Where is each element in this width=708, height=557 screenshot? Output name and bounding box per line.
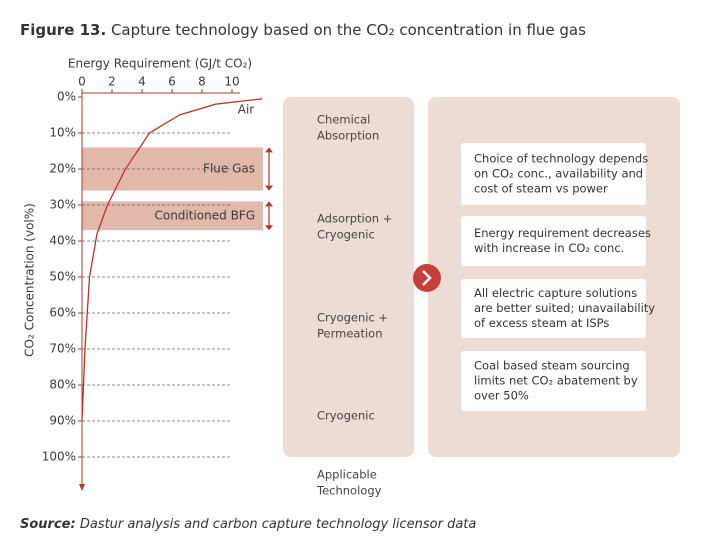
title-text: Capture technology based on the CO₂ conc… — [111, 21, 586, 39]
technology-footer: Technology — [316, 484, 382, 498]
note-text: All electric capture solutions — [474, 286, 637, 300]
arrow-chevron — [422, 270, 432, 286]
y-tick-label: 70% — [49, 342, 76, 356]
y-tick-label: 50% — [49, 270, 76, 284]
note-text: on CO₂ conc., availability and — [474, 167, 643, 181]
note-text: limits net CO₂ abatement by — [474, 374, 638, 388]
y-tick-label: 60% — [49, 306, 76, 320]
source: Source: Dastur analysis and carbon captu… — [20, 517, 476, 532]
note-box — [461, 216, 646, 266]
y-tick-label: 10% — [49, 126, 76, 140]
y-axis-label: CO₂ Concentration (vol%) — [23, 203, 37, 357]
note-text: with increase in CO₂ conc. — [474, 241, 624, 255]
source-text: Dastur analysis and carbon capture techn… — [80, 517, 477, 532]
x-tick-label: 2 — [108, 75, 116, 89]
title-prefix: Figure 13. — [20, 21, 106, 39]
technology: Cryogenic — [317, 228, 375, 242]
x-tick-label: 10 — [224, 75, 239, 89]
x-axis-label: Energy Requirement (GJ/t CO₂) — [68, 57, 252, 71]
annotation: Air — [238, 103, 255, 117]
note-box — [461, 143, 646, 205]
note-box — [461, 279, 646, 338]
note-text: over 50% — [474, 389, 529, 403]
technology: Cryogenic — [317, 409, 375, 423]
technology-footer: Applicable — [317, 468, 377, 482]
note-text: Choice of technology depends — [474, 152, 648, 166]
x-tick-label: 4 — [138, 75, 146, 89]
note-text: Energy requirement decreases — [474, 226, 651, 240]
y-tick-label: 30% — [49, 198, 76, 212]
x-tick-label: 6 — [168, 75, 176, 89]
note-text: of excess steam at ISPs — [474, 316, 609, 330]
x-tick-label: 0 — [78, 75, 86, 89]
technology: Adsorption + — [317, 212, 392, 226]
curve — [81, 98, 263, 422]
y-tick-label: 90% — [49, 414, 76, 428]
x-tick-label: 8 — [198, 75, 206, 89]
y-tick-label: 80% — [49, 378, 76, 392]
technology: Chemical — [317, 113, 370, 127]
y-tick-label: 20% — [49, 162, 76, 176]
y-axis-arrow — [79, 484, 85, 491]
figure-title: Figure 13. Capture technology based on t… — [20, 21, 586, 39]
y-tick-label: 40% — [49, 234, 76, 248]
technology: Permeation — [317, 327, 382, 341]
y-tick-label: 0% — [57, 90, 76, 104]
band-label: Flue Gas — [203, 162, 255, 176]
source-prefix: Source: — [20, 517, 76, 532]
note-text: cost of steam vs power — [474, 182, 608, 196]
technology: Absorption — [317, 129, 379, 143]
band-arrowhead — [265, 147, 273, 191]
note-text: are better suited; unavailability — [474, 301, 655, 315]
note-box — [461, 351, 646, 411]
technology-panel — [283, 97, 414, 457]
note-text: Coal based steam sourcing — [474, 359, 630, 373]
band — [82, 201, 263, 231]
arrow-circle — [413, 264, 441, 292]
y-tick-label: 100% — [42, 450, 76, 464]
band-label: Conditioned BFG — [154, 208, 255, 222]
technology: Cryogenic + — [317, 311, 388, 325]
